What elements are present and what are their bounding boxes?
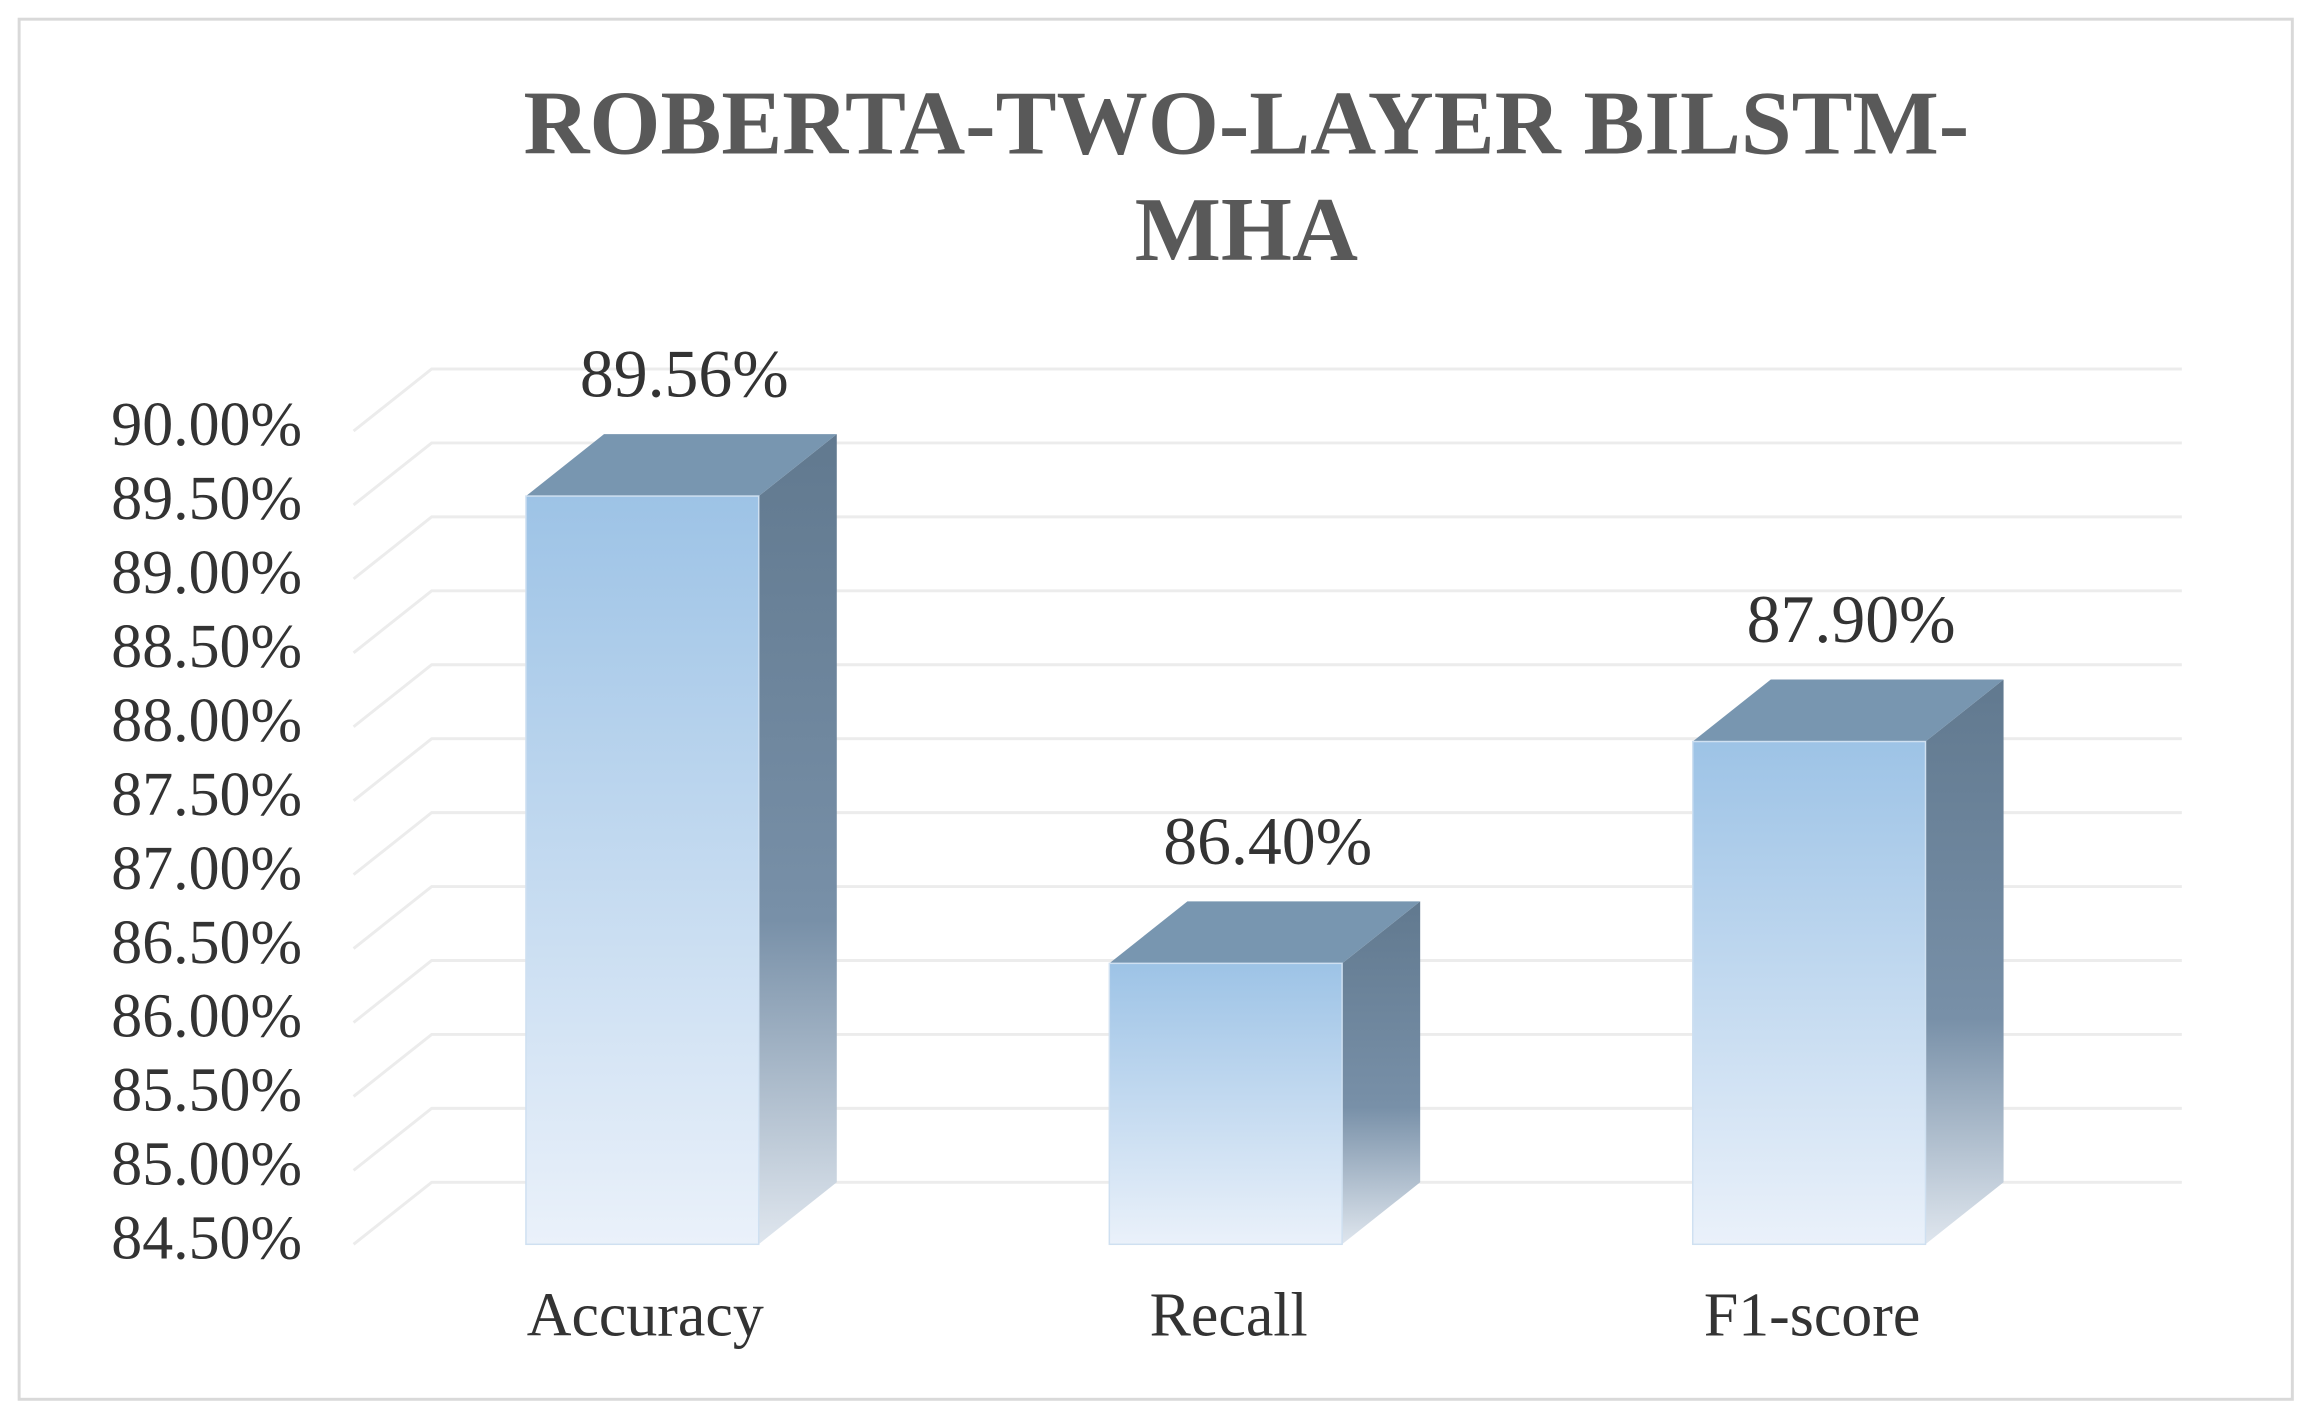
grid-line [352,367,2182,433]
bar-side [1342,901,1421,1245]
y-tick-label: 85.50% [111,1057,302,1125]
x-tick-label: Recall [1150,1281,1308,1349]
value-label: 87.90% [1747,582,1956,657]
grid-line [352,1180,2182,1246]
chart-title: ROBERTA-TWO-LAYER BILSTM-MHA [523,73,1970,281]
y-tick-label: 84.50% [111,1204,302,1272]
bar-top [1109,901,1421,964]
value-label: 86.40% [1163,804,1372,879]
bar [525,495,760,1246]
y-tick-label: 89.00% [111,539,302,607]
grid-line [352,885,2182,950]
grid-line [352,515,2182,581]
x-tick-label: F1-score [1704,1281,1920,1349]
grid-line [352,737,2182,802]
bar-side [758,434,837,1245]
y-tick-label: 88.00% [111,687,302,755]
y-tick-label: 85.00% [111,1131,302,1199]
y-tick-label: 90.00% [111,391,302,459]
bar-top [525,434,837,497]
y-tick-label: 88.50% [111,613,302,681]
title-box: ROBERTA-TWO-LAYER BILSTM-MHA [523,73,1970,281]
y-tick-label: 86.00% [111,983,302,1051]
grid-line [352,589,2182,654]
y-tick-label: 87.50% [111,761,302,829]
y-tick-label: 87.00% [111,835,302,903]
grid-line [352,441,2182,507]
grid-line [352,1106,2182,1172]
grid-line [352,811,2182,876]
grid-line [352,959,2182,1024]
grid-line [352,1032,2182,1098]
bar [1108,962,1343,1246]
value-label: 89.56% [580,336,789,411]
bar-side [1925,679,2004,1245]
y-tick-label: 89.50% [111,465,302,533]
x-tick-label: Accuracy [527,1281,764,1349]
y-tick-label: 86.50% [111,909,302,977]
grid-line [352,663,2182,728]
bar-top [1692,679,2004,742]
bar [1691,740,1927,1246]
